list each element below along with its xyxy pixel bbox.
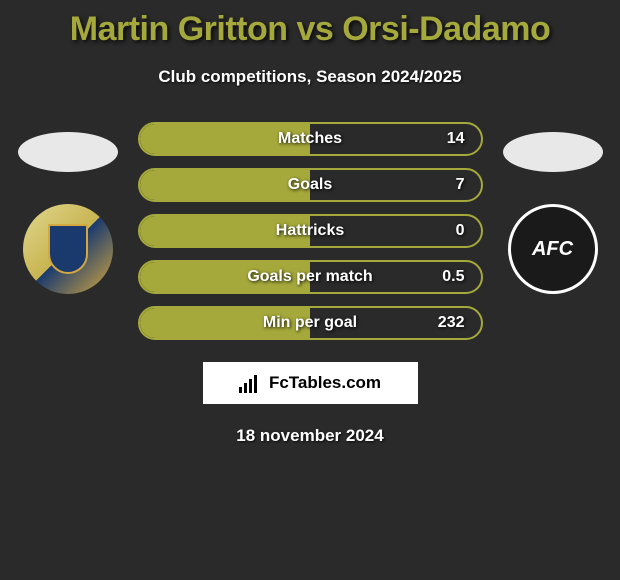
player-left-silhouette [18,132,118,172]
stat-bar-matches: Matches 14 [138,122,483,156]
club-crest-left [23,204,113,294]
stat-label: Matches [278,130,342,148]
stat-value: 232 [438,314,465,332]
brand-text: FcTables.com [269,373,381,393]
stat-bar-hattricks: Hattricks 0 [138,214,483,248]
crest-shield-icon [48,224,88,274]
stat-label: Hattricks [276,222,344,240]
stat-value: 7 [456,176,465,194]
widget-container: Martin Gritton vs Orsi-Dadamo Club compe… [0,0,620,580]
stat-value: 14 [447,130,465,148]
stat-label: Goals per match [247,268,372,286]
comparison-area: Matches 14 Goals 7 Hattricks 0 Goals per… [0,122,620,340]
crest-right-text: AFC [532,238,573,261]
date-line: 18 november 2024 [0,426,620,446]
stat-bar-goals: Goals 7 [138,168,483,202]
stat-value: 0.5 [442,268,464,286]
chart-icon [239,373,263,393]
season-subtitle: Club competitions, Season 2024/2025 [0,67,620,87]
stat-label: Min per goal [263,314,357,332]
club-crest-right: AFC [508,204,598,294]
stat-fill [140,170,311,200]
stat-label: Goals [288,176,332,194]
stat-bar-min-per-goal: Min per goal 232 [138,306,483,340]
comparison-title: Martin Gritton vs Orsi-Dadamo [0,10,620,49]
player-right-column: AFC [503,122,603,294]
stat-value: 0 [456,222,465,240]
player-left-column [18,122,118,294]
brand-box[interactable]: FcTables.com [203,362,418,404]
player-right-silhouette [503,132,603,172]
stat-bar-goals-per-match: Goals per match 0.5 [138,260,483,294]
stats-column: Matches 14 Goals 7 Hattricks 0 Goals per… [138,122,483,340]
